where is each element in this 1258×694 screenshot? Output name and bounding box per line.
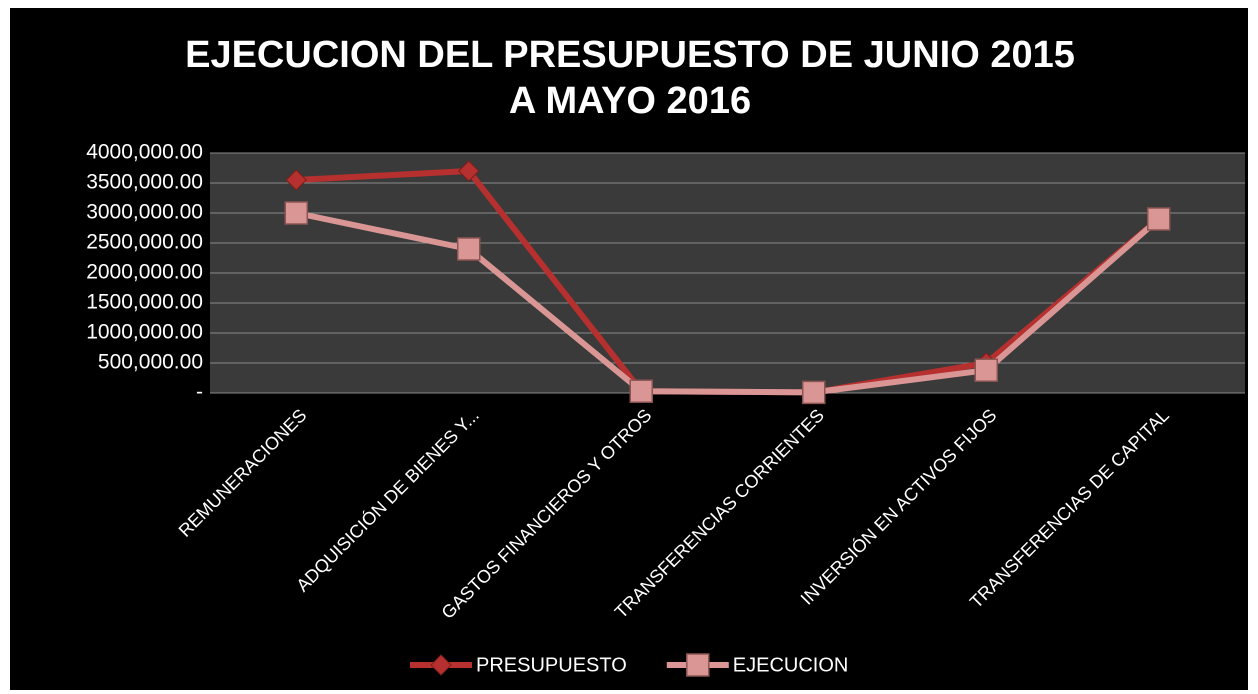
y-tick-label: 4000,000.00 [86, 141, 203, 164]
data-point [802, 380, 826, 405]
y-tick-label: 1500,000.00 [86, 291, 203, 314]
chart-title: EJECUCION DEL PRESUPUESTO DE JUNIO 2015 [185, 34, 1075, 76]
y-tick-label: - [196, 381, 203, 404]
y-tick-label: 3000,000.00 [86, 201, 203, 224]
data-point [284, 201, 308, 225]
data-point [457, 237, 481, 261]
y-tick-label: 2000,000.00 [86, 261, 203, 284]
legend-marker [686, 653, 710, 677]
y-tick-label: 500,000.00 [98, 351, 203, 374]
chart-title: A MAYO 2016 [509, 80, 751, 122]
data-point [1147, 207, 1171, 231]
series-line [295, 210, 1161, 396]
y-tick-label: 3500,000.00 [86, 171, 203, 194]
data-point [629, 379, 653, 403]
legend-label: EJECUCION [733, 654, 849, 676]
legend-label: PRESUPUESTO [476, 654, 627, 676]
y-tick-label: 2500,000.00 [86, 231, 203, 254]
data-point [974, 358, 998, 382]
data-point [458, 160, 480, 182]
legend-marker [430, 654, 452, 676]
data-point [285, 169, 307, 191]
y-tick-label: 1000,000.00 [86, 321, 203, 344]
